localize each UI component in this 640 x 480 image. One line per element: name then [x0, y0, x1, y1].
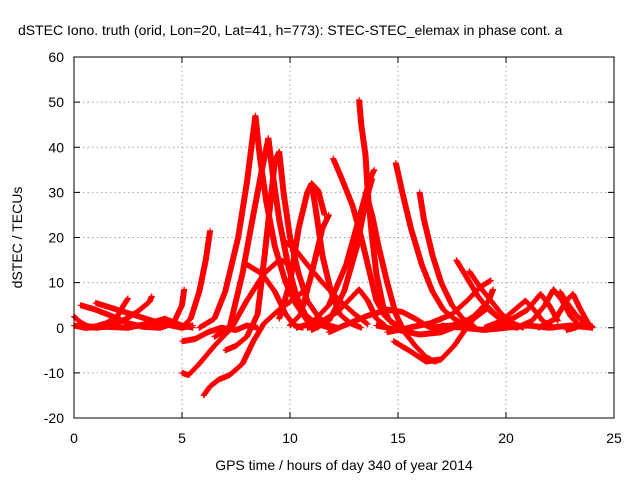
series-9-points: [179, 227, 214, 331]
x-tick-label: 15: [390, 430, 406, 446]
x-tick-label: 10: [282, 430, 298, 446]
y-tick-label: 0: [56, 320, 64, 336]
y-tick-label: -20: [44, 410, 64, 426]
x-tick-label: 25: [606, 430, 622, 446]
plot-frame: [73, 56, 615, 419]
y-axis-label: dSTEC / TECUs: [9, 187, 25, 289]
series-42-points: [563, 320, 594, 333]
y-tick-label: 60: [48, 49, 64, 65]
y-tick-label: 40: [48, 139, 64, 155]
y-tick-label: -10: [44, 365, 64, 381]
x-tick-label: 0: [70, 430, 78, 446]
series-8-points: [200, 288, 306, 399]
series-39-points: [513, 286, 583, 331]
chart-title: dSTEC Iono. truth (orid, Lon=20, Lat=41,…: [18, 22, 563, 38]
grid: [74, 57, 614, 418]
x-axis-label: GPS time / hours of day 340 of year 2014: [215, 457, 473, 473]
ticks: 0 5 10 15 20 25 -20 -10 0 10 20 30 40 50 60: [44, 49, 622, 446]
data-marks: [71, 96, 596, 399]
x-tick-label: 20: [498, 430, 514, 446]
series-29-points: [416, 189, 477, 329]
y-tick-label: 30: [48, 184, 64, 200]
series-27-points: [362, 189, 445, 365]
y-tick-label: 10: [48, 275, 64, 291]
series-11-points: [211, 135, 272, 340]
y-tick-label: 20: [48, 230, 64, 246]
series-10-points: [196, 112, 259, 331]
x-tick-label: 5: [178, 430, 186, 446]
y-tick-label: 50: [48, 94, 64, 110]
